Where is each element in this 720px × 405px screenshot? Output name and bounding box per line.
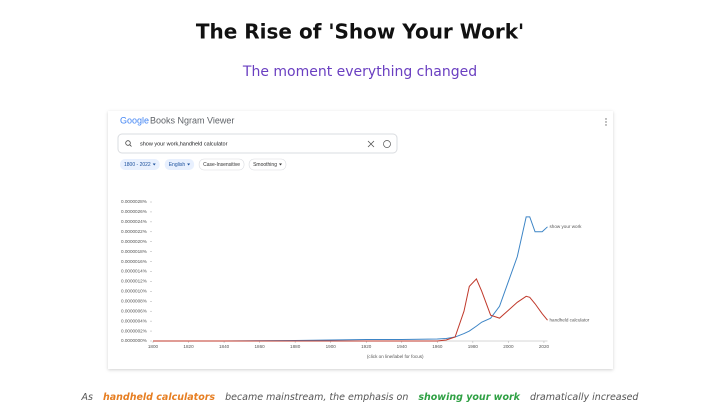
caption-part: showing your work [418,392,520,403]
y-tick-label: 0.0000012% [121,279,147,284]
caption: As handheld calculators became mainstream,… [81,392,640,403]
chip-arrow [187,163,191,166]
y-tick-label: 0.0000024% [121,219,147,224]
x-tick-label: 2020 [539,344,550,349]
brand: Google [120,115,149,125]
caption-part: handheld calculators [103,392,215,403]
x-tick-label: 1920 [361,344,372,349]
y-tick-label: 0.0000010% [121,289,147,294]
search-box[interactable] [117,133,398,154]
y-tick-label: 0.0000020% [121,239,147,244]
x-tick-label: 1840 [219,344,230,349]
slide-title: The Rise of 'Show Your Work' [196,20,524,44]
search-query[interactable]: show your work,handheld calculator [140,141,228,147]
x-tick-label: 1940 [397,344,408,349]
help-icon[interactable] [383,140,391,148]
x-tick-label: 1860 [255,344,266,349]
y-tick-label: 0.0000006% [121,308,147,313]
y-tick-label: 0.0000016% [121,259,147,264]
clear-icon[interactable] [367,140,375,148]
caption-part: As [81,392,93,403]
chip-bg [120,159,160,170]
y-tick-label: 0.0000026% [121,209,147,214]
chip-label: Smoothing [253,162,277,168]
x-tick-label: 1880 [290,344,301,349]
y-tick-label: 0.0000018% [121,249,147,254]
chip-bg [248,158,287,171]
y-tick-label: 0.0000004% [121,318,147,323]
chip-bg [198,158,245,171]
chip-bg [164,159,195,170]
y-tick-label: 0.0000000% [121,338,147,343]
search-icon [125,140,131,146]
filter-chip[interactable]: English [164,159,195,170]
product-name: Books Ngram Viewer [150,115,234,125]
menu-dot [605,124,607,126]
y-tick-label: 0.0000014% [121,269,147,274]
menu-dot [605,121,607,123]
x-axis-label: (click on line/label for focus) [367,354,424,359]
chip-label: English [169,162,186,168]
x-tick-label: 1980 [468,344,479,349]
x-tick-label: 2000 [503,344,514,349]
filter-chip[interactable]: Case-Insensitive [198,158,245,171]
menu-dot [605,118,607,120]
series-line [153,216,548,342]
x-tick-label: 1960 [432,344,443,349]
series-label: handheld calculator [550,317,590,322]
search-icon [129,144,132,147]
x-tick-label: 1900 [326,344,337,349]
y-tick-label: 0.0000028% [121,199,147,204]
slide-subtitle: The moment everything changed [242,64,477,80]
filter-chip[interactable]: Smoothing [248,158,287,171]
chip-arrow [278,163,282,166]
y-tick-label: 0.0000008% [121,299,147,304]
x-tick-label: 1820 [183,344,194,349]
series-line [153,278,548,342]
x-tick-label: 1800 [148,344,159,349]
screenshot-frame [108,111,613,369]
chip-arrow [152,163,156,166]
series-label: show your work [550,224,583,229]
chip-label: Case-Insensitive [203,162,240,168]
y-tick-label: 0.0000002% [121,328,147,333]
y-tick-label: 0.0000022% [121,229,147,234]
filter-chip[interactable]: 1800 - 2022 [120,159,160,170]
caption-part: dramatically increased [530,392,639,403]
chip-label: 1800 - 2022 [124,162,151,168]
caption-part: became mainstream, the emphasis on [225,392,408,403]
